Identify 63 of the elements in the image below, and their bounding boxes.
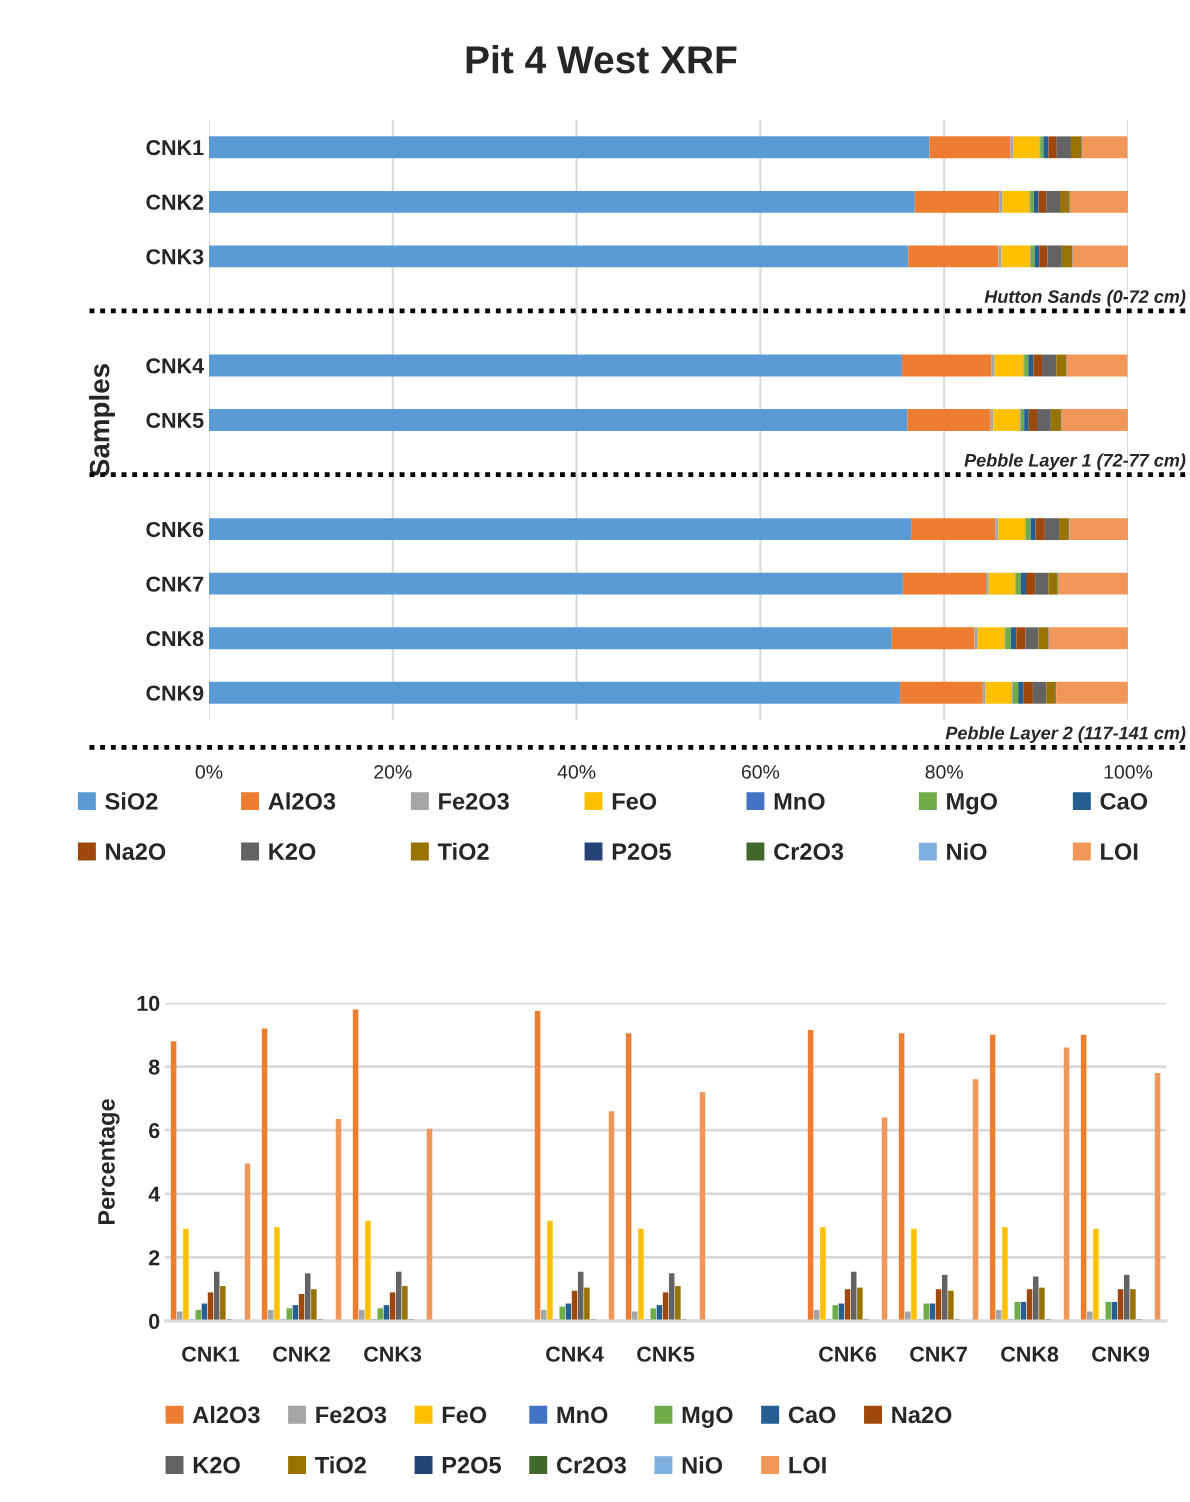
y-tick-label: CNK4 — [146, 358, 204, 374]
y-tick-label: CNK5 — [146, 412, 204, 429]
y-axis-title: Percentage — [98, 1099, 120, 1225]
x-tick-label: 100% — [1104, 765, 1153, 779]
legend-label: Al2O3 — [192, 1405, 260, 1424]
legend-label: SiO2 — [105, 792, 158, 810]
legend-label: MnO — [557, 1406, 608, 1424]
y-tick-label: CNK1 — [146, 140, 204, 156]
x-tick-label: CNK5 — [637, 1346, 695, 1362]
x-tick-label: CNK3 — [364, 1346, 422, 1362]
y-tick-label: CNK8 — [146, 631, 204, 647]
legend-label: K2O — [269, 843, 316, 860]
y-tick-label: CNK6 — [146, 521, 204, 538]
y-tick-label: 2 — [148, 1250, 160, 1266]
x-tick-label: CNK8 — [1001, 1346, 1059, 1362]
legend-label: FeO — [442, 1406, 487, 1424]
y-tick-label: CNK9 — [146, 685, 204, 701]
annotation: Pebble Layer 2 (117-141 cm) — [945, 726, 1186, 743]
x-tick-label: 80% — [925, 765, 963, 779]
legend-label: LOI — [1101, 843, 1138, 860]
y-axis-title: Samples — [89, 364, 115, 477]
legend-label: P2O5 — [612, 843, 671, 860]
legend-label: MnO — [774, 792, 825, 810]
legend-label: CaO — [1100, 792, 1148, 810]
y-tick-label: CNK7 — [146, 576, 204, 592]
x-tick-label: 20% — [374, 765, 412, 779]
legend-label: CaO — [788, 1406, 836, 1424]
legend-label: Cr2O3 — [774, 843, 844, 861]
y-tick-label: CNK3 — [146, 249, 204, 265]
x-tick-label: 40% — [557, 765, 596, 779]
x-tick-label: 60% — [741, 765, 780, 779]
y-tick-label: 6 — [149, 1122, 160, 1139]
annotation: Pebble Layer 1 (72-77 cm) — [964, 453, 1186, 471]
x-tick-label: CNK2 — [273, 1346, 330, 1362]
legend-label: Na2O — [106, 843, 166, 860]
x-tick-label: CNK9 — [1092, 1346, 1150, 1362]
legend-label: TiO2 — [315, 1456, 366, 1474]
y-tick-label: 4 — [148, 1186, 161, 1202]
legend-label: NiO — [682, 1456, 723, 1474]
y-tick-label: 0 — [149, 1313, 160, 1330]
legend-label: NiO — [947, 842, 987, 861]
x-tick-label: 0% — [195, 765, 223, 779]
legend-label: Fe2O3 — [439, 792, 509, 810]
x-tick-label: CNK6 — [819, 1346, 877, 1362]
legend-label: FeO — [612, 792, 657, 810]
annotation: Hutton Sands (0-72 cm) — [984, 289, 1186, 307]
y-tick-label: CNK2 — [146, 194, 204, 210]
legend-label: P2O5 — [442, 1456, 501, 1474]
legend-label: TiO2 — [437, 842, 489, 860]
legend-label: Na2O — [892, 1406, 952, 1424]
x-tick-label: CNK4 — [546, 1346, 604, 1362]
x-tick-label: CNK1 — [182, 1346, 240, 1362]
x-tick-label: CNK7 — [910, 1346, 967, 1362]
legend-label: LOI — [789, 1456, 826, 1474]
y-tick-label: 10 — [137, 995, 160, 1012]
y-tick-label: 8 — [148, 1059, 160, 1075]
legend-label: Fe2O3 — [316, 1406, 387, 1424]
legend-label: MgO — [682, 1406, 733, 1428]
legend-label: Al2O3 — [268, 792, 336, 810]
chart-title: Pit 4 West XRF — [466, 44, 737, 74]
legend-label: K2O — [193, 1456, 240, 1474]
legend-label: MgO — [947, 792, 998, 815]
legend-label: Cr2O3 — [556, 1456, 626, 1474]
